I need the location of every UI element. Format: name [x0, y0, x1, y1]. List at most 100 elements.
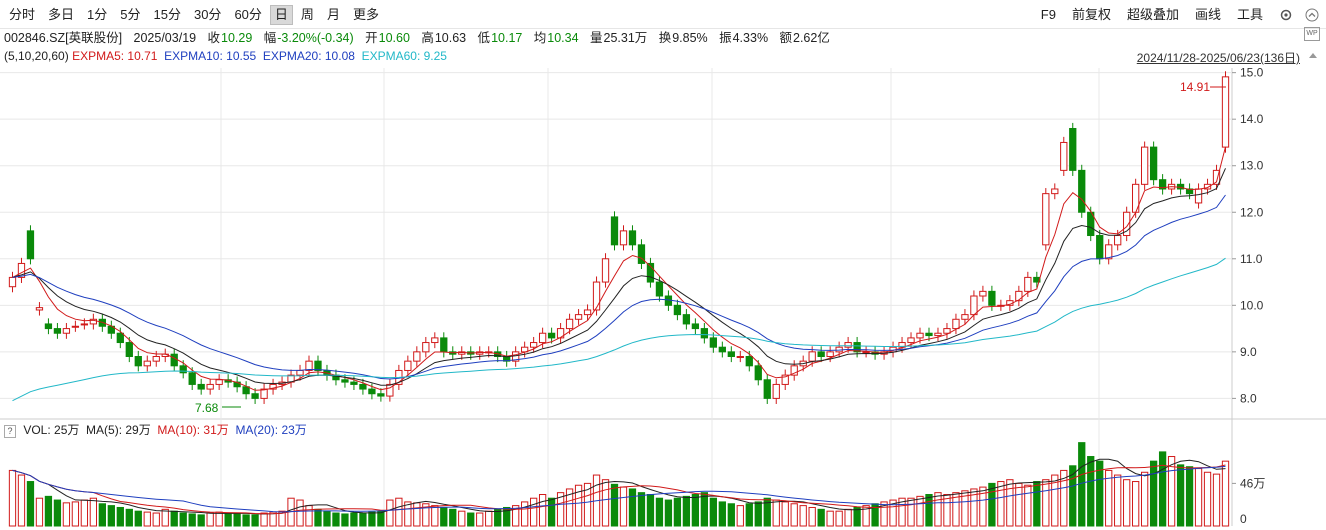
vol-ma20-legend: MA(20): 23万 — [235, 423, 307, 437]
candle-body-39 — [359, 383, 367, 390]
chevron-up-circle-icon[interactable] — [1304, 7, 1320, 23]
volume-bar-83 — [754, 501, 762, 527]
volume-bar-18 — [170, 510, 178, 527]
volume-bar-25 — [233, 513, 241, 527]
expma5-line — [12, 146, 1226, 391]
candle-body-59 — [538, 332, 547, 344]
candle-body-16 — [152, 356, 160, 362]
volume-bar-41 — [377, 510, 385, 527]
candle-body-95 — [862, 351, 870, 354]
gear-icon[interactable] — [1278, 7, 1294, 23]
candle-body-100 — [907, 337, 915, 344]
period-tab-3[interactable]: 5分 — [120, 7, 141, 22]
open-label: 开 — [365, 31, 378, 45]
candle-body-15 — [143, 360, 151, 367]
period-tab-2[interactable]: 1分 — [87, 7, 108, 22]
volume-bar-121 — [1096, 460, 1104, 527]
volume-bar-15 — [143, 511, 151, 527]
candle-body-81 — [736, 356, 744, 359]
quote-date: 2025/03/19 — [133, 31, 197, 45]
volume-bar-78 — [709, 497, 717, 527]
candle-body-23 — [215, 379, 223, 385]
volume-bar-56 — [512, 505, 520, 527]
candle-body-22 — [206, 383, 214, 390]
volume-bar-100 — [907, 497, 915, 527]
period-tab-0[interactable]: 分时 — [9, 7, 36, 22]
volume-bar-57 — [521, 501, 529, 527]
expma10-legend: EXPMA10: 10.55 — [164, 49, 257, 63]
vol-legend: VOL: 25万 — [23, 423, 80, 437]
period-tab-6[interactable]: 60分 — [234, 7, 262, 22]
candle-body-104 — [943, 328, 951, 334]
candle-body-67 — [610, 216, 619, 246]
volume-bar-132 — [1194, 468, 1203, 527]
scroll-up-icon[interactable] — [1308, 50, 1318, 60]
candle-body-18 — [170, 353, 178, 367]
candle-body-33 — [305, 360, 313, 371]
candle-body-115 — [1042, 193, 1050, 246]
candle-body-118 — [1069, 127, 1077, 171]
adjust-button[interactable]: 前复权 — [1071, 7, 1111, 22]
candle-body-83 — [754, 365, 762, 381]
indicator-legend[interactable]: (5,10,20,60) EXPMA5: 10.71 EXPMA10: 10.5… — [4, 48, 447, 64]
candle-body-69 — [628, 230, 637, 246]
candle-body-72 — [655, 281, 664, 297]
period-tab-8[interactable]: 周 — [300, 7, 314, 22]
candle-body-133 — [1203, 183, 1212, 190]
candle-body-116 — [1051, 188, 1059, 195]
y-tick-label-7: 8.0 — [1240, 391, 1257, 405]
y-tick-label-2: 13.0 — [1240, 159, 1264, 173]
candle-body-114 — [1033, 276, 1041, 283]
wp-icon[interactable]: WP — [1304, 27, 1320, 41]
draw-line-button[interactable]: 画线 — [1194, 7, 1221, 22]
overlay-button[interactable]: 超级叠加 — [1126, 7, 1179, 22]
volume-bar-12 — [116, 506, 124, 527]
volume-bar-127 — [1149, 460, 1158, 527]
period-tab-4[interactable]: 15分 — [153, 7, 181, 22]
expma5-legend: EXPMA5: 10.71 — [72, 49, 158, 63]
volume-bar-112 — [1015, 482, 1023, 527]
candle-body-44 — [404, 360, 412, 371]
tools-button[interactable]: 工具 — [1236, 7, 1263, 22]
candle-body-90 — [817, 351, 825, 358]
volume-bar-8 — [80, 499, 89, 527]
period-tab-10[interactable]: 更多 — [352, 7, 379, 22]
volume-bar-50 — [458, 510, 466, 527]
stock-code[interactable]: 002846.SZ[英联股份] — [4, 31, 123, 45]
volume-bar-75 — [682, 495, 691, 527]
candle-body-37 — [341, 379, 349, 383]
max-price-label: 14.91 — [1180, 80, 1210, 94]
volume-bar-35 — [323, 510, 331, 527]
volume-bar-34 — [314, 508, 322, 527]
candle-body-9 — [89, 318, 98, 325]
volume-bar-95 — [862, 505, 870, 527]
volume-bar-76 — [691, 494, 700, 527]
candle-body-48 — [440, 337, 448, 353]
volume-bar-0 — [8, 469, 17, 527]
candle-body-112 — [1015, 290, 1023, 302]
volume-bar-39 — [359, 512, 367, 527]
period-tab-7[interactable]: 日 — [269, 5, 293, 25]
volume-bar-106 — [961, 490, 969, 527]
volume-bar-53 — [485, 510, 493, 527]
candle-body-1 — [17, 262, 26, 278]
help-icon[interactable]: ? — [4, 425, 16, 438]
f9-button[interactable]: F9 — [1040, 7, 1056, 22]
period-tab-9[interactable]: 月 — [326, 7, 340, 22]
volume-bar-113 — [1024, 484, 1032, 527]
volume-bar-118 — [1069, 465, 1077, 527]
period-tab-1[interactable]: 多日 — [48, 7, 75, 22]
volume-bar-2 — [26, 481, 35, 527]
y-tick-label-5: 10.0 — [1240, 298, 1264, 312]
volume-bar-6 — [62, 502, 71, 527]
volume-bar-99 — [898, 497, 906, 527]
volume-bar-81 — [736, 505, 744, 527]
volume-bar-125 — [1132, 481, 1140, 527]
volume-bar-85 — [772, 499, 780, 527]
volume-bar-79 — [718, 501, 726, 527]
volume-bar-93 — [844, 508, 852, 527]
period-tab-5[interactable]: 30分 — [193, 7, 222, 22]
date-range[interactable]: 2024/11/28-2025/06/23(136日) — [1136, 51, 1300, 65]
volume-bar-90 — [817, 508, 825, 527]
